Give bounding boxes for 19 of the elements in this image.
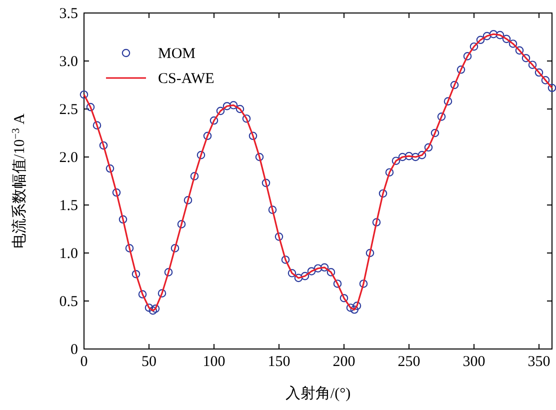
y-tick-label: 1.5: [59, 198, 78, 214]
x-tick-label: 0: [80, 354, 88, 370]
x-tick-label: 150: [268, 354, 290, 370]
y-tick-label: 2.0: [59, 150, 78, 166]
x-axis-title: 入射角/(°): [285, 385, 351, 402]
y-tick-label: 1.0: [59, 246, 78, 262]
x-tick-label: 350: [528, 354, 550, 370]
x-tick-label: 100: [202, 354, 226, 370]
y-tick-label: 3.0: [59, 54, 78, 70]
legend-label: CS-AWE: [158, 71, 214, 87]
x-tick-label: 50: [142, 354, 156, 370]
x-tick-label: 250: [398, 354, 420, 370]
y-tick-label: 3.5: [59, 6, 78, 22]
x-tick-label: 300: [462, 354, 486, 370]
x-tick-label: 200: [332, 354, 356, 370]
y-tick-label: 0.5: [59, 294, 78, 310]
y-tick-label: 2.5: [59, 102, 78, 118]
y-tick-label: 0: [70, 342, 78, 358]
legend-label: MOM: [158, 46, 196, 62]
